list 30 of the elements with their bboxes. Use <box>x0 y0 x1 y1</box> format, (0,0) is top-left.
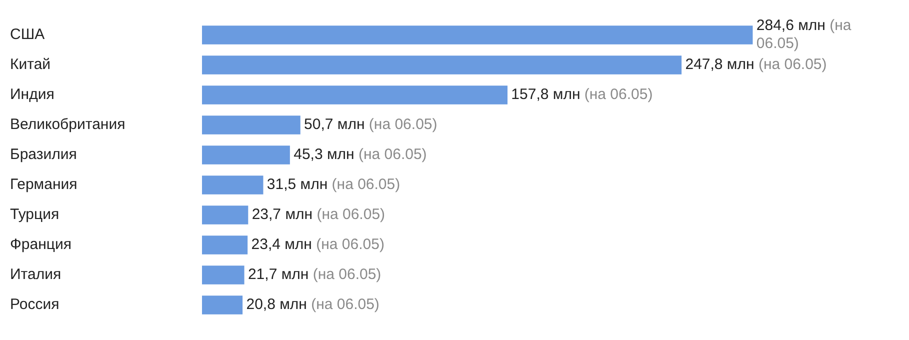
bar <box>202 26 753 44</box>
y-tick-label: Франция <box>10 236 72 254</box>
bar <box>202 296 243 314</box>
data-label: 45,3 млн (на 06.05) <box>294 146 427 164</box>
bar <box>202 206 248 224</box>
text: 284,6 млн (на 06.05) <box>756 17 852 52</box>
y-tick-label: Великобритания <box>10 116 126 134</box>
y-tick-label: Россия <box>10 296 60 314</box>
data-label: 50,7 млн (на 06.05) <box>304 116 438 134</box>
y-tick-label: Китай <box>10 56 51 74</box>
bar <box>202 56 682 74</box>
bar <box>202 176 264 194</box>
y-tick-label: Италия <box>10 266 62 284</box>
data-label: 21,7 млн (на 06.05) <box>248 266 382 284</box>
y-tick-label: Бразилия <box>10 146 77 164</box>
data-label: 247,8 млн (на 06.05) <box>685 56 827 74</box>
y-tick-label: Турция <box>10 206 60 224</box>
y-tick-label: Индия <box>10 86 54 104</box>
bar <box>202 146 290 164</box>
y-tick-label: США <box>10 26 45 44</box>
bar <box>202 236 248 254</box>
data-label: 23,4 млн (на 06.05) <box>251 236 384 254</box>
data-label: 31,5 млн (на 06.05) <box>266 176 400 194</box>
bar <box>202 266 244 284</box>
bar <box>202 86 508 104</box>
bar <box>202 116 300 134</box>
data-label: 20,8 млн (на 06.05) <box>246 296 380 314</box>
data-label: 23,7 млн (на 06.05) <box>252 206 386 224</box>
y-tick-label: Германия <box>10 176 78 194</box>
data-label: 157,8 млн (на 06.05) <box>511 86 653 104</box>
